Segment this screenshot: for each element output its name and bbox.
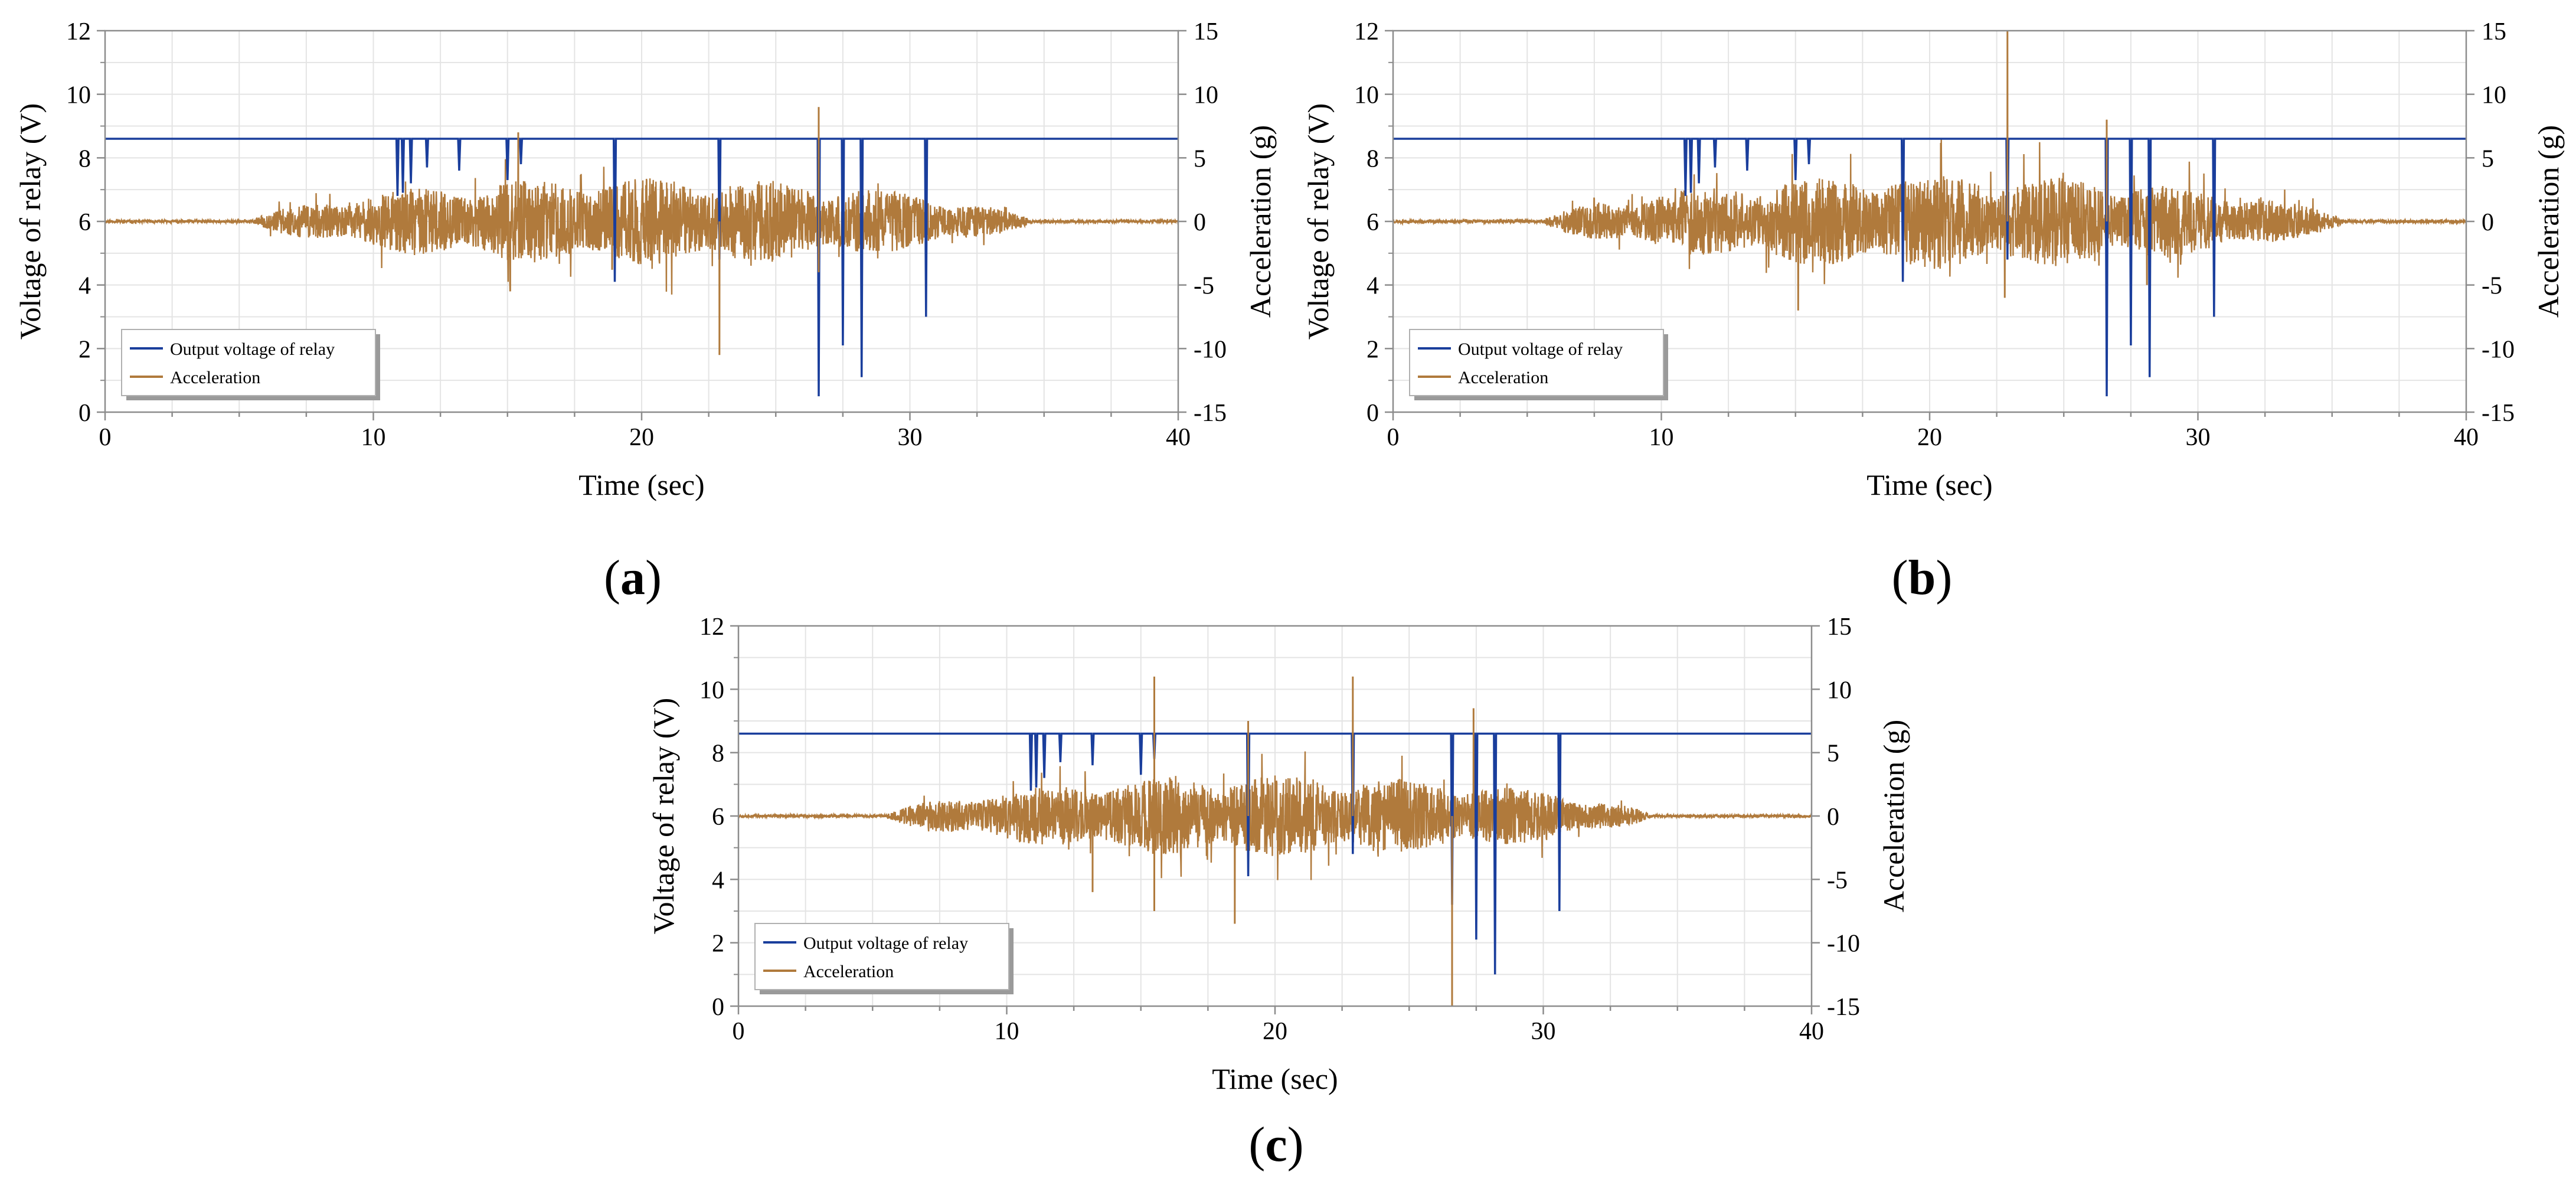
x-tick-label: 0	[1387, 424, 1400, 451]
y2-tick-label: -15	[2482, 400, 2515, 427]
x-tick-label: 40	[1166, 424, 1191, 451]
y2-tick-label: -5	[1194, 273, 1214, 300]
acceleration-series	[1393, 30, 2466, 311]
y-tick-label: 0	[1367, 400, 1379, 427]
y2-tick-label: 10	[1194, 82, 1218, 109]
y2-axis-label: Acceleration (g)	[1244, 125, 1277, 318]
y2-tick-label: -10	[1194, 336, 1227, 363]
y2-tick-label: -5	[2482, 273, 2502, 300]
y-tick-label: 0	[712, 994, 724, 1021]
x-tick-label: 0	[733, 1018, 745, 1045]
y-tick-label: 4	[1367, 273, 1379, 300]
panel-label-b: (b)	[1891, 550, 1953, 605]
legend-label: Acceleration	[170, 368, 260, 387]
y2-tick-label: 0	[2482, 209, 2494, 236]
y2-tick-label: -15	[1827, 994, 1860, 1021]
acceleration-series	[105, 132, 1178, 355]
legend: Output voltage of relay Acceleration	[121, 329, 380, 400]
y-tick-label: 12	[699, 613, 724, 641]
y2-tick-label: -10	[2482, 336, 2515, 363]
y-tick-label: 12	[66, 18, 91, 45]
y2-tick-label: 15	[1827, 613, 1852, 641]
y-axis-label: Voltage of relay (V)	[1302, 103, 1335, 340]
acceleration-series	[738, 676, 1812, 1007]
y-tick-label: 10	[1354, 82, 1379, 109]
legend-label: Acceleration	[1458, 368, 1548, 387]
y-axis-label: Voltage of relay (V)	[647, 698, 680, 934]
y-tick-label: 6	[712, 804, 724, 831]
y-tick-label: 8	[1367, 145, 1379, 172]
x-tick-label: 30	[898, 424, 923, 451]
y2-tick-label: 15	[1194, 18, 1218, 45]
legend: Output voltage of relay Acceleration	[1409, 329, 1668, 400]
x-tick-label: 40	[2454, 424, 2479, 451]
x-tick-label: 20	[1917, 424, 1942, 451]
y2-tick-label: -5	[1827, 867, 1848, 894]
legend: Output voltage of relay Acceleration	[754, 923, 1014, 994]
y2-tick-label: 5	[1194, 145, 1206, 172]
y2-tick-label: 5	[2482, 145, 2494, 172]
voltage-series	[104, 138, 1179, 397]
y-tick-label: 12	[1354, 18, 1379, 45]
y-tick-label: 0	[79, 400, 91, 427]
panel-label-c: (c)	[1248, 1117, 1304, 1172]
y2-tick-label: 0	[1827, 804, 1839, 831]
x-tick-label: 0	[99, 424, 112, 451]
y-tick-label: 2	[1367, 336, 1379, 363]
y2-tick-label: 0	[1194, 209, 1206, 236]
chart-a: 0 10 20 30 40 0 2 4 6 8 10 12 -15 -10 -5 0 5 10 15 Time (se…	[14, 18, 1277, 501]
chart-c: 0 10 20 30 40 0 2 4 6 8 10 12 -15 -10 -5 0 5 10 15 Time (se…	[647, 613, 1910, 1095]
y-tick-label: 4	[712, 867, 724, 894]
legend-label: Output voltage of relay	[170, 340, 335, 359]
x-tick-label: 30	[2186, 424, 2211, 451]
y-tick-label: 6	[79, 209, 91, 236]
x-tick-label: 10	[995, 1018, 1019, 1045]
y2-tick-label: 10	[2482, 82, 2506, 109]
y-tick-label: 6	[1367, 209, 1379, 236]
x-axis-label: Time (sec)	[1866, 468, 1992, 501]
y2-tick-label: -10	[1827, 931, 1860, 958]
x-axis-label: Time (sec)	[1212, 1062, 1338, 1095]
y2-tick-label: -15	[1194, 400, 1227, 427]
x-tick-label: 30	[1531, 1018, 1556, 1045]
y-tick-label: 10	[66, 82, 91, 109]
x-tick-label: 20	[1263, 1018, 1287, 1045]
y2-axis-label: Acceleration (g)	[1877, 720, 1910, 912]
legend-label: Output voltage of relay	[803, 934, 968, 953]
x-tick-label: 20	[629, 424, 654, 451]
legend-box	[754, 923, 1009, 990]
y2-tick-label: 5	[1827, 740, 1839, 768]
y2-axis-label: Acceleration (g)	[2532, 125, 2565, 318]
y-tick-label: 2	[712, 931, 724, 958]
voltage-series	[1392, 138, 2467, 397]
panel-label-a: (a)	[604, 550, 662, 605]
y-axis-label: Voltage of relay (V)	[14, 103, 47, 340]
x-axis-label: Time (sec)	[578, 468, 704, 501]
y-tick-label: 4	[79, 273, 91, 300]
chart-b: 0 10 20 30 40 0 2 4 6 8 10 12 -15 -10 -5 0 5 10 15 Time (se…	[1302, 18, 2565, 501]
y-tick-label: 8	[79, 145, 91, 172]
y2-tick-label: 10	[1827, 677, 1852, 704]
x-tick-label: 10	[361, 424, 386, 451]
legend-box	[1409, 329, 1664, 396]
legend-label: Acceleration	[803, 962, 894, 981]
x-tick-label: 40	[1799, 1018, 1824, 1045]
legend-box	[121, 329, 376, 396]
y2-tick-label: 15	[2482, 18, 2506, 45]
y-tick-label: 10	[699, 677, 724, 704]
y-tick-label: 2	[79, 336, 91, 363]
x-tick-label: 10	[1649, 424, 1674, 451]
legend-label: Output voltage of relay	[1458, 340, 1623, 359]
y-tick-label: 8	[712, 740, 724, 768]
